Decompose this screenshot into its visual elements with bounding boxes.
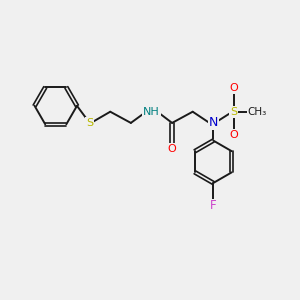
Text: NH: NH — [143, 107, 160, 117]
Text: O: O — [230, 83, 238, 93]
Text: N: N — [208, 116, 218, 129]
Text: O: O — [230, 130, 238, 140]
Text: S: S — [86, 118, 93, 128]
Text: CH₃: CH₃ — [248, 107, 267, 117]
Text: O: O — [168, 143, 176, 154]
Text: S: S — [230, 107, 238, 117]
Text: F: F — [210, 200, 217, 212]
